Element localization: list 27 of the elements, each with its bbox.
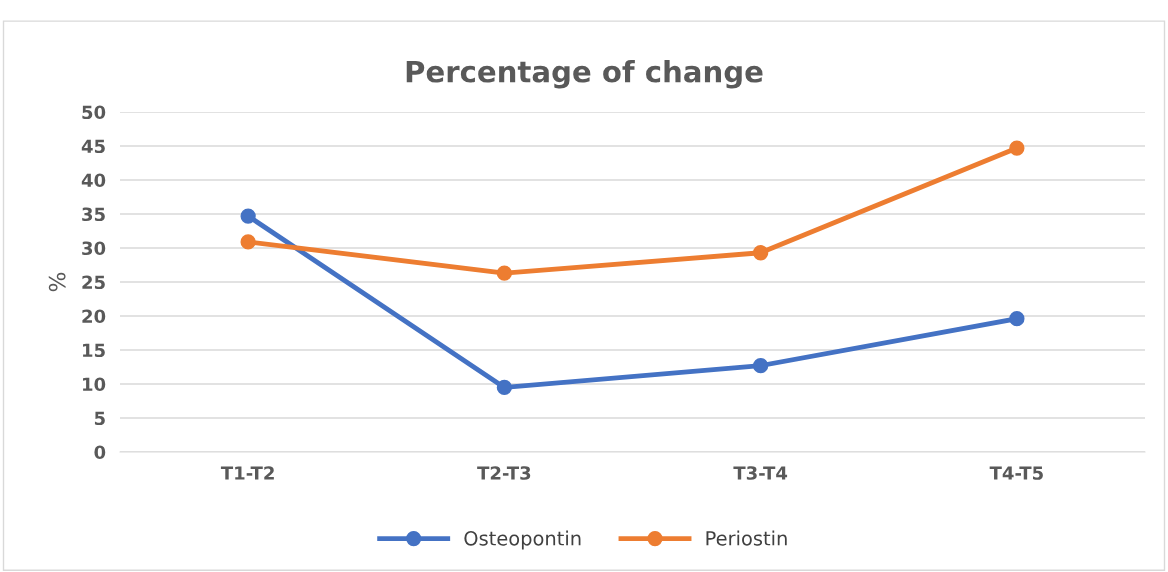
point <box>240 234 256 250</box>
y-tick-label: 50 <box>82 105 106 120</box>
y-tick-label: 0 <box>94 445 106 460</box>
y-axis-title: % <box>48 272 66 292</box>
x-tick-label: T3-T4 <box>733 466 788 480</box>
y-tick-label: 30 <box>82 241 106 256</box>
y-tick-label: 10 <box>83 377 106 392</box>
point <box>240 208 256 224</box>
y-tick-label: 5 <box>94 411 105 426</box>
point <box>1009 140 1025 156</box>
y-tick-label: 40 <box>81 173 106 188</box>
point <box>496 379 513 396</box>
y-tick-label: 45 <box>81 139 105 154</box>
y-tick-label: 25 <box>82 275 105 290</box>
x-tick-label: T4-T5 <box>989 466 1043 480</box>
legend-label: Osteopontin <box>464 530 581 550</box>
legend-label: Periostin <box>706 530 787 546</box>
y-tick-label: 20 <box>82 309 106 324</box>
y-tick-label: 35 <box>82 207 105 222</box>
point <box>1009 311 1025 327</box>
point <box>496 265 513 281</box>
point <box>752 245 769 261</box>
chart-title: Percentage of change <box>406 60 763 89</box>
point <box>752 358 769 374</box>
x-tick-label: T1-T2 <box>220 466 274 480</box>
x-tick-label: T2-T3 <box>477 466 531 480</box>
y-tick-label: 15 <box>83 343 105 358</box>
